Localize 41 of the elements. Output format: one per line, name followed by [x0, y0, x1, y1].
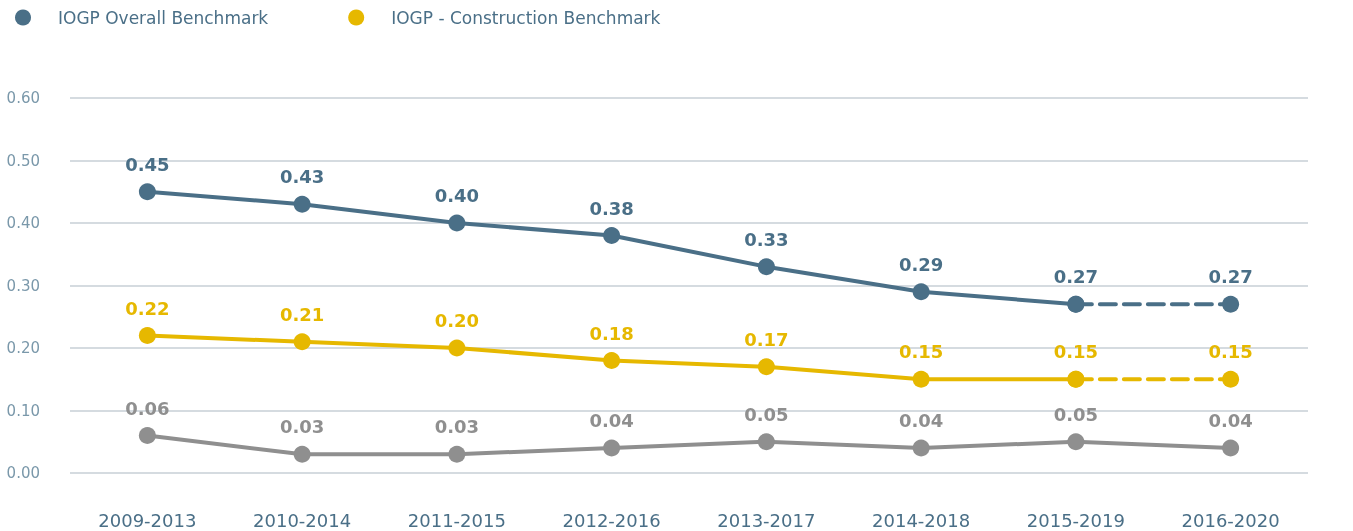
data-label: 0.17 — [744, 328, 789, 350]
data-label: 0.29 — [898, 253, 944, 275]
data-label: 0.04 — [589, 410, 634, 431]
y-tick-label: 0.10 — [6, 401, 40, 420]
x-tick-label: 2016-2020 — [1181, 509, 1280, 531]
data-label: 0.03 — [279, 416, 325, 438]
x-tick-label: 2013-2017 — [717, 509, 816, 531]
y-tick-label: 0.30 — [6, 276, 40, 295]
data-label: 0.45 — [125, 153, 170, 175]
x-tick-label: 2014-2018 — [872, 509, 971, 531]
x-tick-label: 2011-2015 — [407, 509, 506, 531]
data-label: 0.18 — [589, 322, 634, 344]
data-label: 0.15 — [1208, 341, 1253, 363]
data-label: 0.15 — [1053, 341, 1099, 363]
x-tick-label: 2015-2019 — [1026, 509, 1125, 531]
data-label: 0.15 — [898, 341, 944, 363]
y-tick-label: 0.40 — [6, 214, 40, 232]
y-tick-label: 0.00 — [6, 464, 40, 482]
data-label: 0.33 — [744, 228, 789, 250]
data-label: 0.04 — [898, 410, 944, 431]
data-label: 0.06 — [125, 397, 170, 419]
data-label: 0.27 — [1053, 266, 1099, 288]
data-label: 0.21 — [279, 303, 325, 325]
x-tick-label: 2009-2013 — [98, 509, 197, 531]
data-label: 0.43 — [279, 166, 325, 188]
data-label: 0.20 — [434, 310, 480, 331]
y-tick-label: 0.50 — [6, 151, 40, 170]
data-label: 0.04 — [1208, 410, 1253, 431]
y-tick-label: 0.60 — [6, 89, 40, 107]
data-label: 0.03 — [434, 416, 480, 438]
y-tick-label: 0.20 — [6, 339, 40, 357]
x-tick-label: 2012-2016 — [562, 509, 661, 531]
data-label: 0.22 — [125, 297, 170, 319]
data-label: 0.38 — [589, 197, 634, 219]
data-label: 0.05 — [744, 403, 789, 425]
data-label: 0.27 — [1208, 266, 1253, 288]
legend-label: IOGP Overall Benchmark — [58, 7, 269, 28]
x-tick-label: 2010-2014 — [253, 509, 352, 531]
data-label: 0.40 — [434, 185, 480, 206]
data-label: 0.05 — [1053, 403, 1099, 425]
legend-label: IOGP - Construction Benchmark — [391, 7, 661, 28]
